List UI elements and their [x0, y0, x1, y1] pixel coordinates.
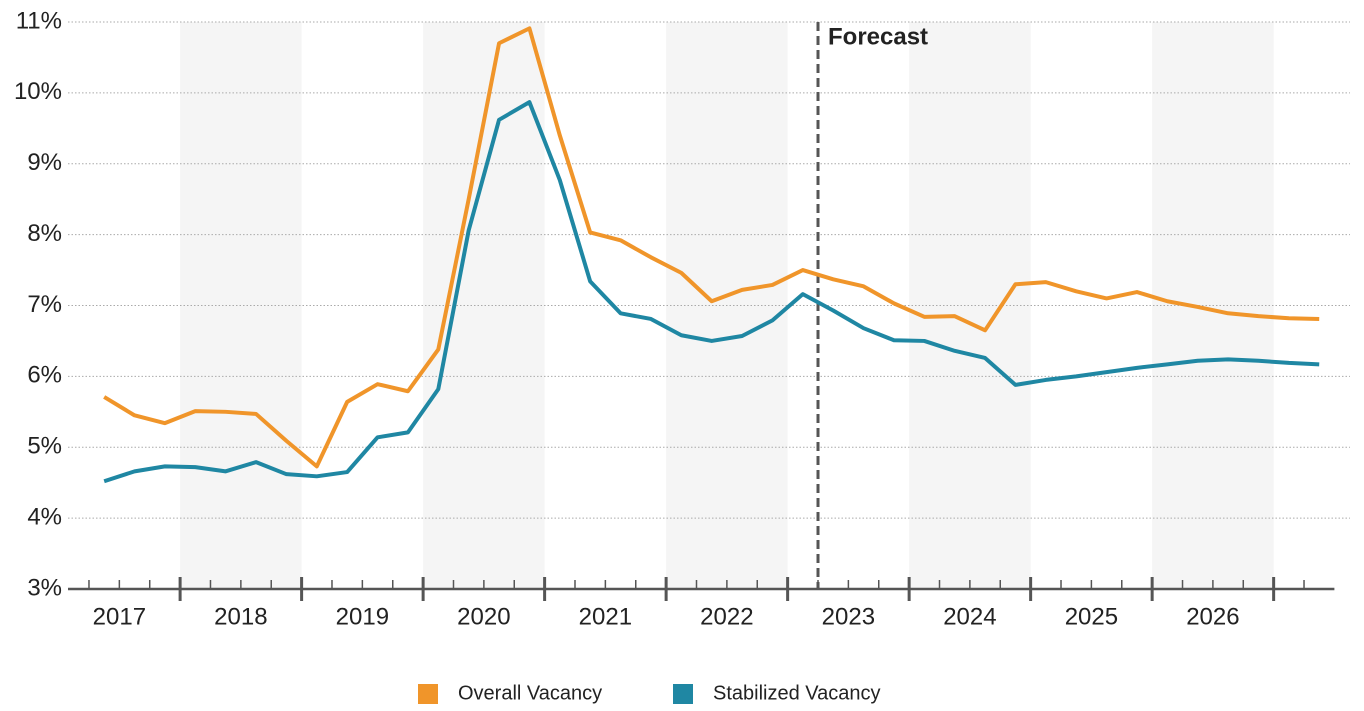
series-line: [103, 26, 1320, 469]
y-tick-label: 11%: [16, 7, 62, 34]
y-tick-label: 7%: [27, 291, 62, 318]
legend-label: Overall Vacancy: [458, 682, 602, 704]
series-line: [103, 100, 1320, 484]
x-tick-label: 2021: [579, 603, 632, 630]
x-tick-label: 2026: [1186, 603, 1239, 630]
y-tick-label: 8%: [27, 220, 62, 247]
y-tick-label: 9%: [27, 149, 62, 176]
legend-swatch: [418, 684, 438, 704]
y-tick-label: 5%: [27, 433, 62, 460]
legend-label: Stabilized Vacancy: [713, 682, 881, 704]
y-tick-label: 6%: [27, 362, 62, 389]
x-tick-label: 2018: [214, 603, 267, 630]
x-tick-label: 2022: [700, 603, 753, 630]
y-tick-label: 3%: [27, 574, 62, 601]
y-tick-label: 4%: [27, 503, 62, 530]
year-band: [909, 22, 1031, 589]
x-tick-label: 2019: [336, 603, 389, 630]
legend-swatch: [673, 684, 693, 704]
x-tick-label: 2024: [943, 603, 996, 630]
x-tick-label: 2025: [1065, 603, 1118, 630]
y-tick-label: 10%: [14, 78, 62, 105]
forecast-label: Forecast: [828, 23, 928, 50]
x-tick-label: 2020: [457, 603, 510, 630]
x-tick-label: 2017: [93, 603, 146, 630]
year-band: [423, 22, 545, 589]
x-tick-label: 2023: [822, 603, 875, 630]
